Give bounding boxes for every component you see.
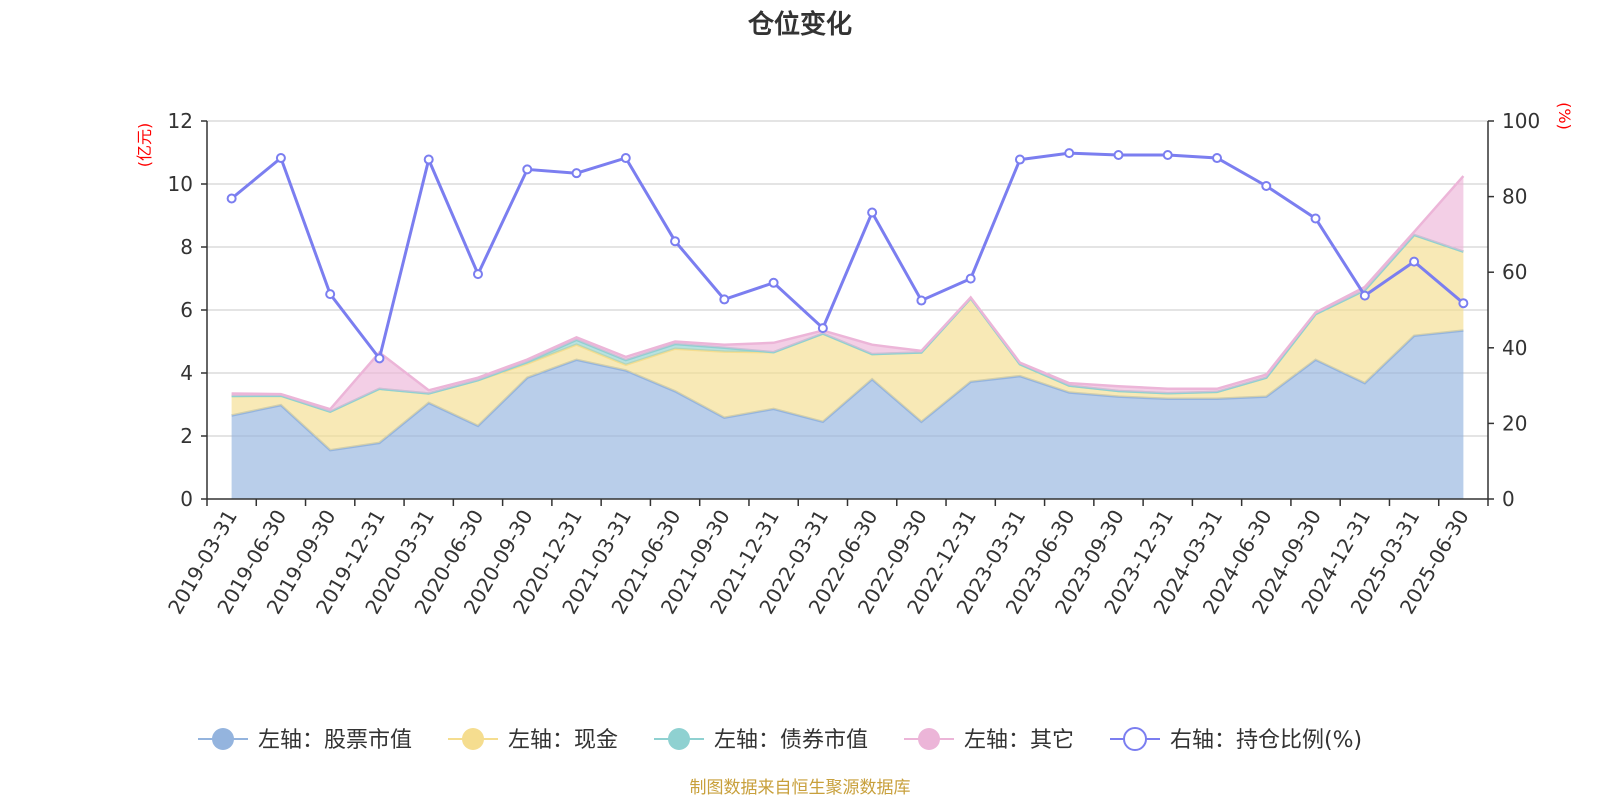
data-point xyxy=(1064,148,1075,159)
area-series xyxy=(231,175,1465,499)
legend: 左轴：股票市值 左轴：现金 左轴：债券市值 左轴：其它 右轴：持仓比例(%) xyxy=(198,727,1362,753)
right-axis-unit: (%) xyxy=(1555,102,1574,130)
data-point xyxy=(1162,150,1173,161)
data-point xyxy=(965,273,976,284)
legend-label: 左轴：股票市值 xyxy=(258,728,412,753)
left-tick-label: 4 xyxy=(180,361,193,385)
area-fill xyxy=(231,235,1464,451)
left-tick-label: 12 xyxy=(168,109,193,133)
data-point xyxy=(226,193,237,204)
data-point xyxy=(1310,213,1321,224)
data-point xyxy=(867,207,878,218)
left-axis-unit: (亿元) xyxy=(135,123,154,168)
right-tick-label: 100 xyxy=(1502,109,1540,133)
area-edge xyxy=(231,175,1465,411)
right-tick-label: 60 xyxy=(1502,260,1527,284)
line-series xyxy=(226,148,1469,364)
legend-label: 左轴：现金 xyxy=(508,728,618,753)
data-point xyxy=(1359,290,1370,301)
legend-label: 左轴：债券市值 xyxy=(714,728,868,753)
data-point xyxy=(275,153,286,164)
data-point xyxy=(1113,150,1124,161)
data-point xyxy=(719,294,730,305)
data-point xyxy=(522,164,533,175)
legend-marker xyxy=(462,728,484,750)
left-tick-label: 8 xyxy=(180,235,193,259)
data-point xyxy=(620,153,631,164)
position-ratio-line xyxy=(230,151,1465,362)
data-point xyxy=(1409,256,1420,267)
right-tick-label: 40 xyxy=(1502,336,1527,360)
data-point xyxy=(1261,181,1272,192)
data-point xyxy=(768,277,779,288)
left-tick-label: 2 xyxy=(180,424,193,448)
data-point xyxy=(1212,153,1223,164)
data-point xyxy=(571,168,582,179)
data-point xyxy=(916,295,927,306)
data-point xyxy=(1458,298,1469,309)
left-tick-label: 10 xyxy=(168,172,193,196)
right-tick-label: 80 xyxy=(1502,185,1527,209)
data-point xyxy=(325,289,336,300)
area-fill xyxy=(231,176,1464,412)
legend-marker xyxy=(212,728,234,750)
legend-label: 左轴：其它 xyxy=(964,728,1074,753)
legend-label: 右轴：持仓比例(%) xyxy=(1170,728,1362,753)
legend-marker xyxy=(1123,727,1147,751)
legend-marker xyxy=(918,728,940,750)
left-tick-label: 0 xyxy=(180,487,193,511)
data-point xyxy=(670,236,681,247)
data-point xyxy=(423,154,434,165)
data-point xyxy=(374,353,385,364)
data-point xyxy=(1014,154,1025,165)
data-point xyxy=(817,323,828,334)
chart-title: 仓位变化 xyxy=(747,9,852,40)
area-fill xyxy=(231,330,1464,499)
data-source-footer: 制图数据来自恒生聚源数据库 xyxy=(690,778,911,798)
right-tick-label: 0 xyxy=(1502,487,1515,511)
right-tick-label: 20 xyxy=(1502,411,1527,435)
data-point xyxy=(472,269,483,280)
legend-marker xyxy=(668,728,690,750)
left-tick-label: 6 xyxy=(180,298,193,322)
